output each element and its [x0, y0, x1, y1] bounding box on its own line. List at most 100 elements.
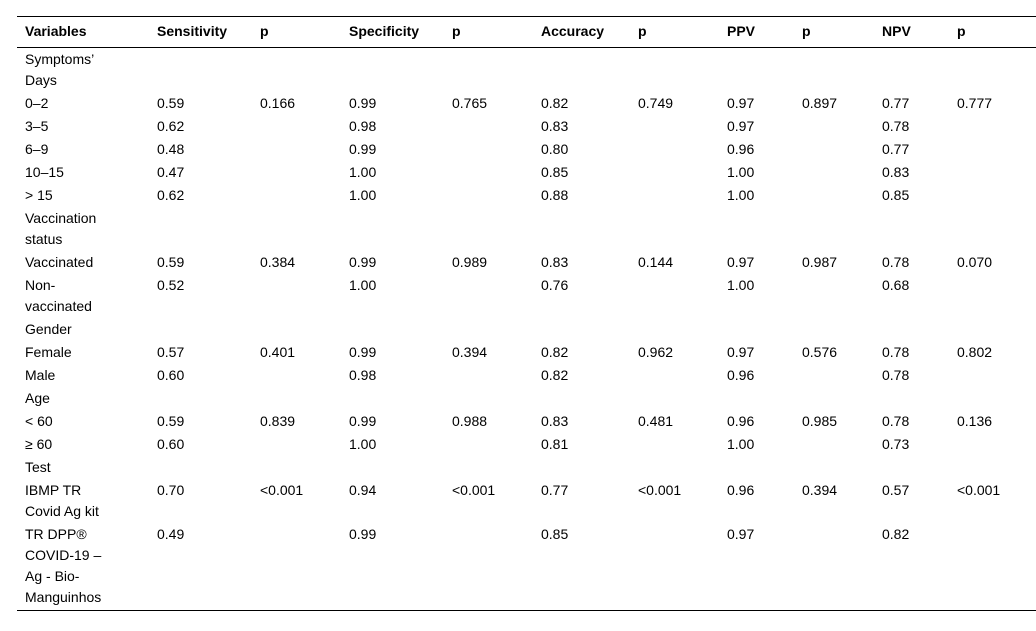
empty-cell [719, 387, 794, 410]
empty-cell [341, 48, 444, 93]
cell: 0.987 [802, 254, 838, 270]
cell: 1.00 [727, 164, 755, 180]
empty-cell [533, 207, 630, 251]
column-header: p [957, 23, 966, 39]
cell: 0.070 [957, 254, 993, 270]
column-header: Sensitivity [157, 23, 228, 39]
empty-cell [794, 161, 874, 184]
cell: 0.98 [349, 118, 377, 134]
row-label: Non-vaccinated [25, 277, 92, 314]
empty-cell [252, 433, 341, 456]
empty-cell [444, 433, 533, 456]
cell: 0.81 [541, 436, 569, 452]
empty-cell [444, 364, 533, 387]
empty-cell [630, 48, 719, 93]
empty-cell [252, 184, 341, 207]
row-label: TR DPP® COVID-19 – Ag - Bio-Manguinhos [25, 526, 102, 605]
cell: 1.00 [727, 436, 755, 452]
empty-cell [630, 207, 719, 251]
empty-cell [149, 456, 252, 479]
cell: 0.985 [802, 413, 838, 429]
cell: 0.57 [882, 482, 910, 498]
cell: 0.82 [541, 344, 569, 360]
cell: 0.49 [157, 526, 185, 542]
cell: 0.59 [157, 254, 185, 270]
cell: 0.394 [802, 482, 838, 498]
cell: 0.78 [882, 254, 910, 270]
section-row: Gender [17, 318, 1036, 341]
empty-cell [149, 48, 252, 93]
data-row: 3–5 0.62 0.98 0.83 0.97 0.78 [17, 115, 1036, 138]
empty-cell [252, 364, 341, 387]
cell: <0.001 [452, 482, 496, 498]
cell: 0.73 [882, 436, 910, 452]
cell: 0.78 [882, 118, 910, 134]
cell: 1.00 [727, 277, 755, 293]
empty-cell [252, 48, 341, 93]
empty-cell [533, 48, 630, 93]
table-body: Symptoms’ Days 0–2 0.59 0.166 0.99 0.765 0.82 0… [17, 48, 1036, 611]
cell: 0.78 [882, 413, 910, 429]
cell: 0.897 [802, 95, 838, 111]
cell: 1.00 [349, 436, 377, 452]
empty-cell [341, 207, 444, 251]
cell: 0.82 [541, 95, 569, 111]
empty-cell [949, 456, 1036, 479]
empty-cell [874, 387, 949, 410]
empty-cell [444, 115, 533, 138]
cell: 0.98 [349, 367, 377, 383]
cell: 0.839 [260, 413, 296, 429]
empty-cell [252, 387, 341, 410]
row-label: 3–5 [25, 118, 49, 134]
empty-cell [630, 161, 719, 184]
column-header: PPV [727, 23, 756, 39]
cell: 0.97 [727, 344, 755, 360]
row-label: Female [25, 344, 72, 360]
empty-cell [252, 115, 341, 138]
empty-cell [719, 48, 794, 93]
column-header: p [260, 23, 269, 39]
section-label: Age [25, 390, 50, 406]
section-label: Test [25, 459, 51, 475]
cell: 0.394 [452, 344, 488, 360]
empty-cell [874, 48, 949, 93]
section-row: Symptoms’ Days [17, 48, 1036, 93]
cell: 0.576 [802, 344, 838, 360]
data-row: 6–9 0.48 0.99 0.80 0.96 0.77 [17, 138, 1036, 161]
cell: 0.99 [349, 344, 377, 360]
empty-cell [444, 161, 533, 184]
cell: 0.83 [541, 413, 569, 429]
empty-cell [444, 48, 533, 93]
section-label: Vaccination status [25, 210, 97, 247]
empty-cell [533, 387, 630, 410]
empty-cell [794, 48, 874, 93]
cell: 0.83 [541, 118, 569, 134]
cell: 0.989 [452, 254, 488, 270]
cell: 1.00 [349, 164, 377, 180]
column-header: p [452, 23, 461, 39]
empty-cell [630, 115, 719, 138]
empty-cell [149, 207, 252, 251]
cell: 0.59 [157, 413, 185, 429]
row-label: < 60 [25, 413, 53, 429]
empty-cell [630, 364, 719, 387]
cell: <0.001 [260, 482, 304, 498]
cell: 0.97 [727, 526, 755, 542]
empty-cell [630, 138, 719, 161]
cell: 0.47 [157, 164, 185, 180]
empty-cell [949, 274, 1036, 318]
data-row: 10–15 0.47 1.00 0.85 1.00 0.83 [17, 161, 1036, 184]
empty-cell [252, 138, 341, 161]
empty-cell [252, 318, 341, 341]
cell: 1.00 [727, 187, 755, 203]
cell: 0.83 [541, 254, 569, 270]
data-row: TR DPP® COVID-19 – Ag - Bio-Manguinhos 0.… [17, 523, 1036, 611]
empty-cell [252, 161, 341, 184]
empty-cell [444, 274, 533, 318]
cell: 0.85 [541, 526, 569, 542]
cell: 0.57 [157, 344, 185, 360]
cell: 0.78 [882, 367, 910, 383]
empty-cell [630, 387, 719, 410]
empty-cell [794, 274, 874, 318]
empty-cell [149, 387, 252, 410]
